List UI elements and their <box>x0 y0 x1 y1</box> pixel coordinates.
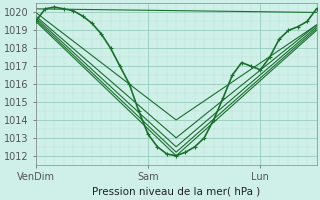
X-axis label: Pression niveau de la mer( hPa ): Pression niveau de la mer( hPa ) <box>92 187 260 197</box>
